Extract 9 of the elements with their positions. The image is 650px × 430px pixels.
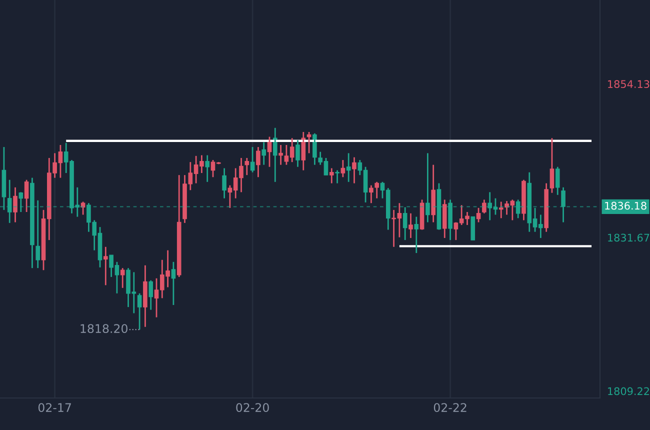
y-tick-label: 1854.13 <box>608 80 650 88</box>
candlestick <box>470 216 476 240</box>
annotation: 1818.20 <box>80 324 128 334</box>
x-tick-label: 02-22 <box>434 403 466 412</box>
y-tick-label: 1831.67 <box>608 234 650 242</box>
y-tick-label: 1809.22 <box>608 387 649 396</box>
ref-line-label: 1836.18 <box>605 202 646 210</box>
x-tick-label: 02-17 <box>38 403 71 412</box>
x-tick-label: 02-20 <box>236 403 269 412</box>
